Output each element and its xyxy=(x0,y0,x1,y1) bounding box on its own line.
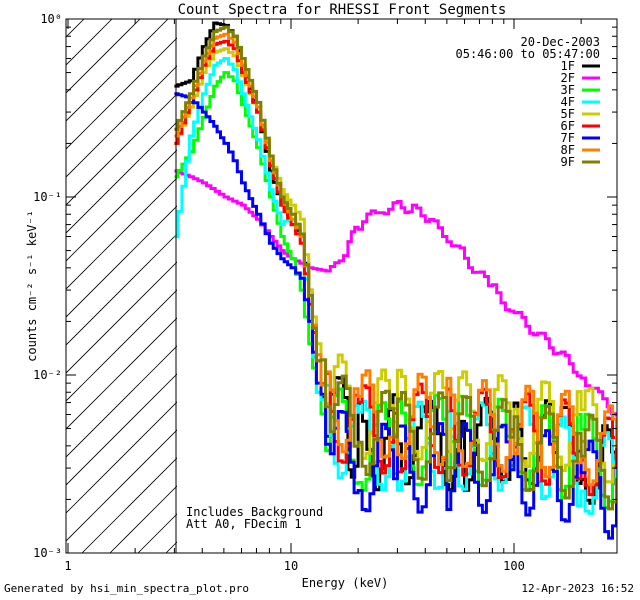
y-tick-label: 10⁻² xyxy=(33,368,62,382)
time-range-label: 05:46:00 to 05:47:00 xyxy=(456,47,601,61)
x-tick-label: 1 xyxy=(64,559,71,573)
legend-label-7F: 7F xyxy=(561,131,575,145)
legend-label-8F: 8F xyxy=(561,143,575,157)
y-axis-ticks: 10⁻³ 10⁻² 10⁻¹ 10⁰ xyxy=(33,12,617,560)
legend-label-5F: 5F xyxy=(561,107,575,121)
hatch-line xyxy=(66,19,253,206)
excluded-region-hatch xyxy=(0,13,617,553)
series-line-9F xyxy=(174,25,617,511)
plot-frame xyxy=(65,18,618,554)
series-line-4F xyxy=(174,57,617,515)
legend-label-9F: 9F xyxy=(561,155,575,169)
hatch-line xyxy=(66,19,197,150)
y-tick-label: 10⁻¹ xyxy=(33,190,62,204)
hatch-line xyxy=(66,19,225,178)
hatch-line xyxy=(66,19,85,38)
legend-label-6F: 6F xyxy=(561,119,575,133)
legend-label-1F: 1F xyxy=(561,59,575,73)
legend-label-2F: 2F xyxy=(561,71,575,85)
annotation-background: Includes Background xyxy=(186,505,323,519)
hatch-line xyxy=(66,19,141,94)
series-line-2F xyxy=(174,169,617,417)
x-tick-label: 100 xyxy=(503,559,525,573)
legend-label-4F: 4F xyxy=(561,95,575,109)
y-tick-label: 10⁻³ xyxy=(33,546,62,560)
y-tick-label: 10⁰ xyxy=(40,12,62,26)
hatch-line xyxy=(0,13,6,553)
chart-title: Count Spectra for RHESSI Front Segments xyxy=(178,2,507,18)
annotation-attenuator: Att A0, FDecim 1 xyxy=(186,517,302,531)
footer-timestamp: 12-Apr-2023 16:52 xyxy=(521,582,634,595)
legend-label-3F: 3F xyxy=(561,83,575,97)
series-group xyxy=(174,21,617,540)
hatch-line xyxy=(66,19,169,122)
y-axis-label: counts cm⁻² s⁻¹ keV⁻¹ xyxy=(25,210,39,362)
x-axis-ticks: 10 100 1 xyxy=(64,19,582,573)
footer-generated-by: Generated by hsi_min_spectra_plot.pro xyxy=(4,582,250,595)
date-label: 20-Dec-2003 xyxy=(521,35,600,49)
x-tick-label: 10 xyxy=(284,559,298,573)
x-axis-label: Energy (keV) xyxy=(302,576,389,590)
